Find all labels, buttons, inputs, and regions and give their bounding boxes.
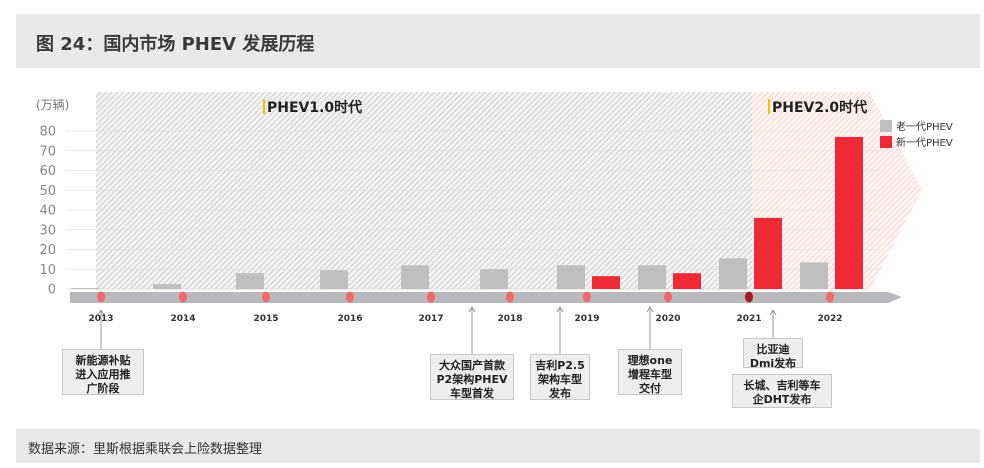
- timeline-dot-2021: [745, 291, 753, 303]
- timeline-dot-2020: [664, 291, 672, 303]
- year-label-2013: 2013: [88, 314, 113, 324]
- timeline-dot-2016: [346, 291, 354, 303]
- year-label-2014: 2014: [170, 314, 195, 324]
- event-text-line: 进入应用推: [75, 368, 131, 381]
- header-band: 图 24：国内市场 PHEV 发展历程: [16, 14, 980, 68]
- year-label-2021: 2021: [736, 314, 761, 324]
- timeline-dot-2022: [826, 291, 834, 303]
- event-box-2019: 吉利P2.5 架构车型 发布: [530, 354, 590, 400]
- timeline-arrow: [70, 292, 902, 303]
- era-1-label: PHEV1.0时代: [267, 99, 362, 116]
- event-text-line: Dmi发布: [749, 357, 797, 370]
- phev-history-chart: PHEV1.0时代 PHEV2.0时代 (万辆) 0 10 20 30 40 50 60 70 80 2…: [36, 92, 953, 354]
- old-phev-bar-2022: [800, 262, 828, 289]
- event-text-line: 比亚迪: [756, 343, 790, 356]
- new-phev-bar-2019: [592, 276, 620, 289]
- y-axis-label: (万辆): [36, 98, 69, 112]
- year-label-2015: 2015: [253, 314, 278, 324]
- year-label-2020: 2020: [655, 314, 680, 324]
- event-text-line: P2架构PHEV: [436, 373, 508, 386]
- event-box-2022: 长城、吉利等车 企DHT发布: [732, 374, 832, 408]
- old-phev-bar-2015: [236, 273, 264, 289]
- timeline-dot-2018: [506, 291, 514, 303]
- event-text-line: 发布: [549, 387, 571, 400]
- old-phev-bar-2021: [719, 258, 747, 289]
- event-text-line: 新能源补贴: [75, 354, 131, 367]
- event-text-line: 吉利P2.5: [535, 359, 585, 372]
- legend-label-0: 老一代PHEV: [896, 120, 953, 133]
- event-text-line: 广阶段: [86, 382, 120, 395]
- event-text-line: 交付: [639, 382, 661, 395]
- y-tick-80: 80: [39, 125, 56, 140]
- event-arrowhead-2021: [769, 309, 777, 316]
- old-phev-bar-2019: [557, 265, 585, 289]
- timeline-dot-2017: [427, 291, 435, 303]
- data-source: 数据来源：里斯根据乘联会上险数据整理: [28, 442, 263, 457]
- event-text-line: 长城、吉利等车: [743, 379, 821, 392]
- y-tick-10: 10: [39, 263, 56, 278]
- new-phev-bar-2021: [754, 217, 782, 289]
- y-tick-50: 50: [39, 184, 56, 199]
- event-box-2018: 大众国产首款 P2架构PHEV 车型首发: [430, 354, 514, 400]
- event-box-2021: 比亚迪 Dmi发布: [743, 338, 803, 370]
- event-text-line: 架构车型: [538, 373, 582, 386]
- old-phev-bar-2014: [153, 284, 181, 289]
- legend-label-1: 新一代PHEV: [896, 136, 953, 149]
- new-phev-bar-2022: [835, 136, 863, 289]
- y-tick-20: 20: [39, 243, 56, 258]
- era-2-marker: [768, 99, 770, 114]
- old-phev-bar-2013: [71, 288, 99, 289]
- timeline-dot-2019: [583, 291, 591, 303]
- event-arrowhead-2018: [468, 306, 476, 313]
- timeline-dot-2015: [262, 291, 270, 303]
- legend-swatch-0: [880, 120, 892, 132]
- event-box-2020: 理想one 增程车型 交付: [618, 349, 682, 395]
- event-text-line: 增程车型: [628, 368, 672, 381]
- footer-band: 数据来源：里斯根据乘联会上险数据整理: [16, 429, 980, 463]
- old-phev-bar-2016: [320, 270, 348, 289]
- year-label-2022: 2022: [817, 314, 842, 324]
- event-text-line: 理想one: [627, 354, 673, 367]
- legend-swatch-1: [880, 136, 892, 148]
- event-arrowhead-2013: [97, 309, 105, 316]
- y-tick-30: 30: [39, 223, 56, 238]
- event-text-line: 车型首发: [450, 387, 494, 400]
- event-text-line: 大众国产首款: [439, 359, 505, 372]
- year-label-2019: 2019: [574, 314, 599, 324]
- old-phev-bar-2017: [401, 265, 429, 289]
- era-2-label: PHEV2.0时代: [772, 99, 867, 116]
- year-label-2018: 2018: [497, 314, 522, 324]
- new-phev-bar-2020: [673, 273, 701, 289]
- old-phev-bar-2020: [638, 265, 666, 289]
- event-arrowhead-2020: [646, 306, 654, 313]
- timeline-dot-2014: [179, 291, 187, 303]
- page-title: 图 24：国内市场 PHEV 发展历程: [36, 34, 315, 55]
- timeline-dot-2013: [97, 291, 105, 303]
- era-1-marker: [263, 99, 265, 114]
- year-label-2017: 2017: [418, 314, 443, 324]
- era-1-background: [96, 92, 752, 290]
- y-tick-70: 70: [39, 144, 56, 159]
- year-label-2016: 2016: [337, 314, 362, 324]
- y-tick-40: 40: [39, 204, 56, 219]
- event-arrowhead-2019: [556, 306, 564, 313]
- y-tick-0: 0: [48, 283, 56, 298]
- y-tick-60: 60: [39, 164, 56, 179]
- event-box-2013: 新能源补贴 进入应用推 广阶段: [62, 349, 144, 395]
- event-text-line: 企DHT发布: [752, 393, 812, 406]
- old-phev-bar-2018: [480, 269, 508, 289]
